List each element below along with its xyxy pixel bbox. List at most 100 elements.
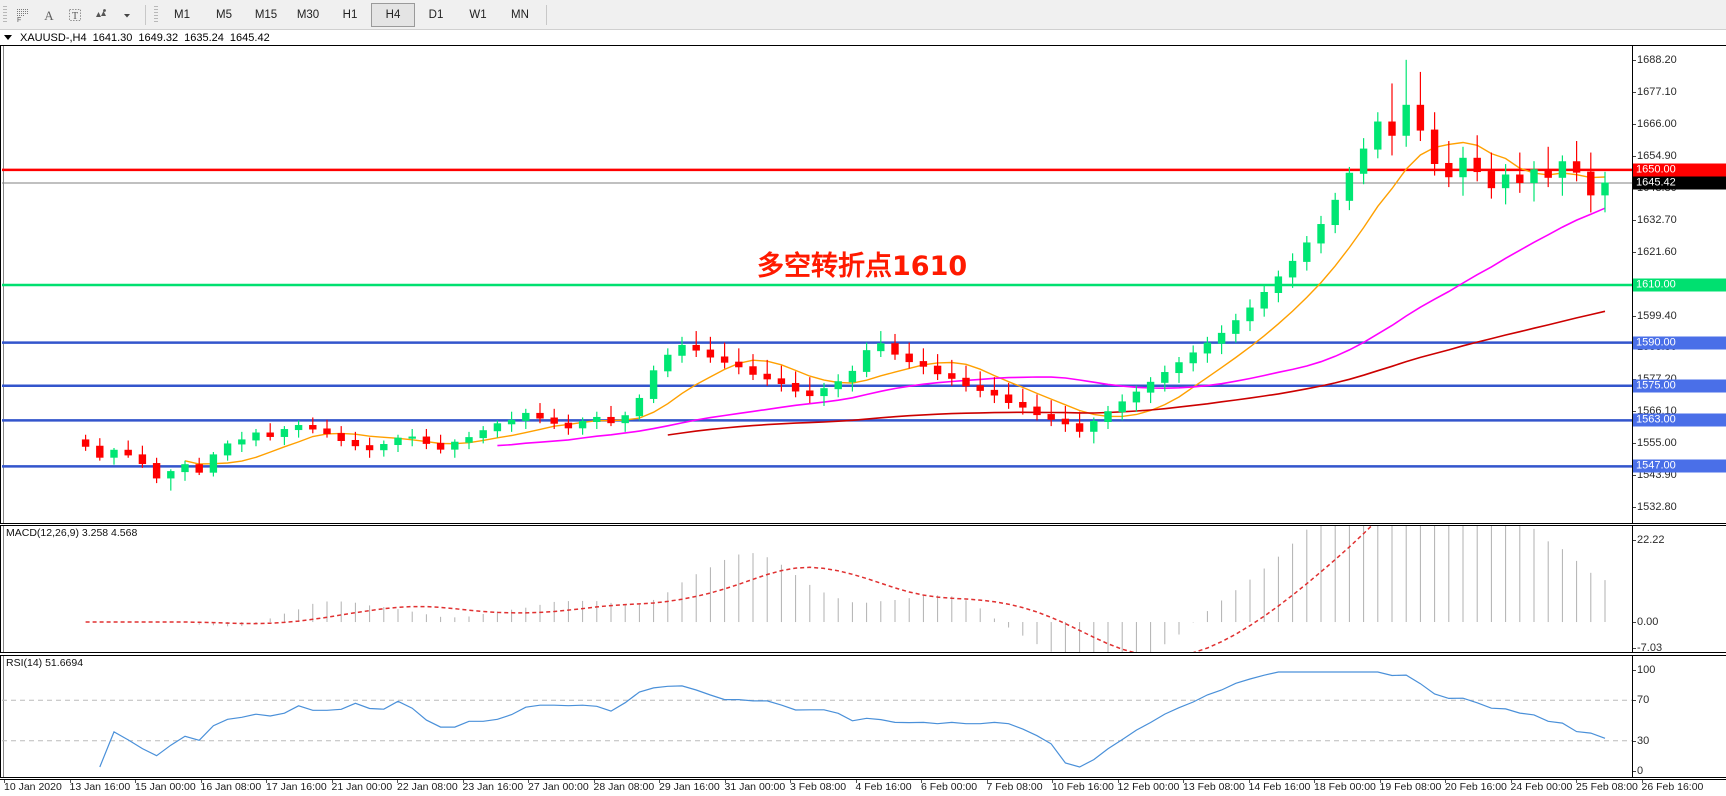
price-y-axis[interactable]: 1688.201677.101666.001654.901643.801632.… xyxy=(1632,46,1726,523)
time-axis-tick: 21 Jan 00:00 xyxy=(331,781,393,793)
price-y-tick: 1621.60 xyxy=(1633,245,1677,258)
objects-icon[interactable] xyxy=(88,4,114,26)
rsi-y-tick: 0 xyxy=(1632,765,1644,777)
macd-y-tick: 22.22 xyxy=(1633,534,1665,546)
time-axis-tickmark xyxy=(593,780,595,783)
time-axis-tickmark xyxy=(1510,780,1512,783)
time-axis-tickmark xyxy=(4,780,5,783)
time-axis-tick: 19 Feb 08:00 xyxy=(1379,781,1442,793)
macd-label: MACD(12,26,9) 3.258 4.568 xyxy=(6,527,138,539)
time-axis[interactable]: 10 Jan 2020 13 Jan 16:00 15 Jan 00:00 16 Ja… xyxy=(0,779,1726,796)
time-axis-tickmark xyxy=(331,780,333,783)
rsi-panel-left-rail xyxy=(0,656,4,777)
time-axis-tick: 14 Feb 16:00 xyxy=(1248,781,1311,793)
text-label-icon[interactable]: T xyxy=(62,4,88,26)
time-axis-tickmark xyxy=(266,780,267,783)
time-axis-tick: 10 Jan 2020 xyxy=(4,781,62,793)
time-axis-tickmark xyxy=(135,780,136,783)
timeframe-m15[interactable]: M15 xyxy=(254,8,278,21)
price-level-label[interactable]: 1610.00 xyxy=(1633,278,1726,292)
quote-open: 1641.30 xyxy=(92,31,133,44)
price-level-label[interactable]: 1575.00 xyxy=(1633,379,1726,393)
time-axis-tickmark xyxy=(790,780,791,783)
time-axis-tick: 13 Feb 08:00 xyxy=(1183,781,1245,793)
time-axis-tick: 31 Jan 00:00 xyxy=(724,781,786,793)
time-axis-tickmark xyxy=(659,780,660,783)
time-axis-tick: 20 Feb 16:00 xyxy=(1445,781,1507,793)
svg-text:F: F xyxy=(17,17,21,23)
time-axis-tickmark xyxy=(397,780,398,783)
price-level-label[interactable]: 1590.00 xyxy=(1633,336,1726,350)
time-axis-tickmark xyxy=(1117,780,1119,783)
price-level-label[interactable]: 1547.00 xyxy=(1633,459,1726,473)
timeframe-h1[interactable]: H1 xyxy=(342,8,358,21)
macd-panel[interactable]: MACD(12,26,9) 3.258 4.568 22.22 0.00 -7.03 xyxy=(0,525,1726,654)
time-axis-tick: 16 Jan 08:00 xyxy=(200,781,262,793)
time-axis-tick: 23 Jan 16:00 xyxy=(462,781,524,793)
time-axis-tickmark xyxy=(528,780,529,783)
price-level-label[interactable]: 1645.42 xyxy=(1633,176,1726,190)
rsi-plot[interactable]: RSI(14) 51.6694 xyxy=(2,656,1633,777)
time-axis-tick: 13 Jan 16:00 xyxy=(69,781,131,793)
time-axis-tick: 24 Feb 00:00 xyxy=(1510,781,1573,793)
rsi-y-tick: 30 xyxy=(1632,734,1650,747)
time-axis-tick: 3 Feb 08:00 xyxy=(790,781,847,793)
rsi-y-axis[interactable]: 100 70 30 0 xyxy=(1632,656,1726,777)
time-axis-tick: 25 Feb 08:00 xyxy=(1576,781,1638,793)
macd-y-axis[interactable]: 22.22 0.00 -7.03 xyxy=(1632,526,1726,654)
rsi-panel[interactable]: RSI(14) 51.6694 100 70 30 0 xyxy=(0,655,1726,778)
timeframe-m1[interactable]: M1 xyxy=(174,8,190,21)
time-axis-tick: 10 Feb 16:00 xyxy=(1052,781,1114,793)
timeframe-m5[interactable]: M5 xyxy=(216,8,232,21)
time-axis-tickmark xyxy=(1445,780,1446,783)
macd-plot[interactable]: MACD(12,26,9) 3.258 4.568 xyxy=(2,526,1633,652)
price-series-svg xyxy=(2,59,1633,491)
crosshair-f-icon[interactable]: F xyxy=(10,4,36,26)
collapse-triangle-icon[interactable] xyxy=(4,35,12,40)
price-level-label[interactable]: 1650.00 xyxy=(1633,163,1726,177)
time-axis-tickmark xyxy=(69,780,71,783)
timeframe-w1[interactable]: W1 xyxy=(469,8,487,21)
time-axis-tick: 26 Feb 16:00 xyxy=(1641,781,1704,793)
toolbar-grip[interactable] xyxy=(3,5,7,24)
time-axis-tickmark xyxy=(1248,780,1250,783)
price-level-label[interactable]: 1563.00 xyxy=(1633,413,1726,427)
time-axis-tick: 6 Feb 00:00 xyxy=(921,781,978,793)
time-axis-tickmark xyxy=(1314,780,1315,783)
time-axis-tick: 27 Jan 00:00 xyxy=(528,781,589,793)
timeframe-h4[interactable]: H4 xyxy=(371,2,415,27)
chevron-down-icon[interactable] xyxy=(114,4,140,26)
time-axis-tick: 7 Feb 08:00 xyxy=(986,781,1043,793)
timeframe-d1[interactable]: D1 xyxy=(428,8,444,21)
svg-text:A: A xyxy=(44,8,54,22)
rsi-y-tick: 100 xyxy=(1632,664,1656,676)
price-y-tick: 1688.20 xyxy=(1633,53,1677,66)
timeframe-group: M1 M5 M15 M30 H1 H4 D1 W1 MN xyxy=(161,0,541,29)
time-axis-tickmark xyxy=(855,780,857,783)
time-axis-tickmark xyxy=(200,780,202,783)
price-y-tick: 1654.90 xyxy=(1633,149,1677,162)
timeframe-grip[interactable] xyxy=(154,5,158,24)
rsi-series-svg xyxy=(2,671,1633,768)
time-axis-tickmark xyxy=(1183,780,1184,783)
quote-close: 1645.42 xyxy=(229,31,270,44)
toolbar: F A T M1 M5 xyxy=(0,0,1726,30)
time-axis-tick: 22 Jan 08:00 xyxy=(397,781,458,793)
chart-area[interactable]: 多空转折点1610 1688.20 1677.10 1666.00 1654.90 16… xyxy=(0,46,1726,796)
macd-y-tick: 0.00 xyxy=(1632,616,1659,629)
time-axis-tick: 12 Feb 00:00 xyxy=(1117,781,1180,793)
time-axis-tick: 28 Jan 08:00 xyxy=(593,781,655,793)
timeframe-mn[interactable]: MN xyxy=(511,8,529,21)
quote-high: 1649.32 xyxy=(138,31,179,44)
quote-low: 1635.24 xyxy=(184,31,224,44)
text-a-icon[interactable]: A xyxy=(36,4,62,26)
time-axis-tickmark xyxy=(462,780,464,783)
price-panel[interactable]: 多空转折点1610 1688.20 1677.10 1666.00 1654.90 16… xyxy=(0,46,1726,524)
timeframe-m30[interactable]: M30 xyxy=(296,8,320,21)
time-axis-tickmark xyxy=(1576,780,1577,783)
macd-y-tick: -7.03 xyxy=(1632,642,1663,654)
price-y-tick: 1532.80 xyxy=(1633,501,1677,514)
price-plot[interactable]: 多空转折点1610 xyxy=(2,46,1633,523)
price-y-tick: 1666.00 xyxy=(1633,117,1677,130)
time-axis-tick: 4 Feb 16:00 xyxy=(855,781,912,793)
